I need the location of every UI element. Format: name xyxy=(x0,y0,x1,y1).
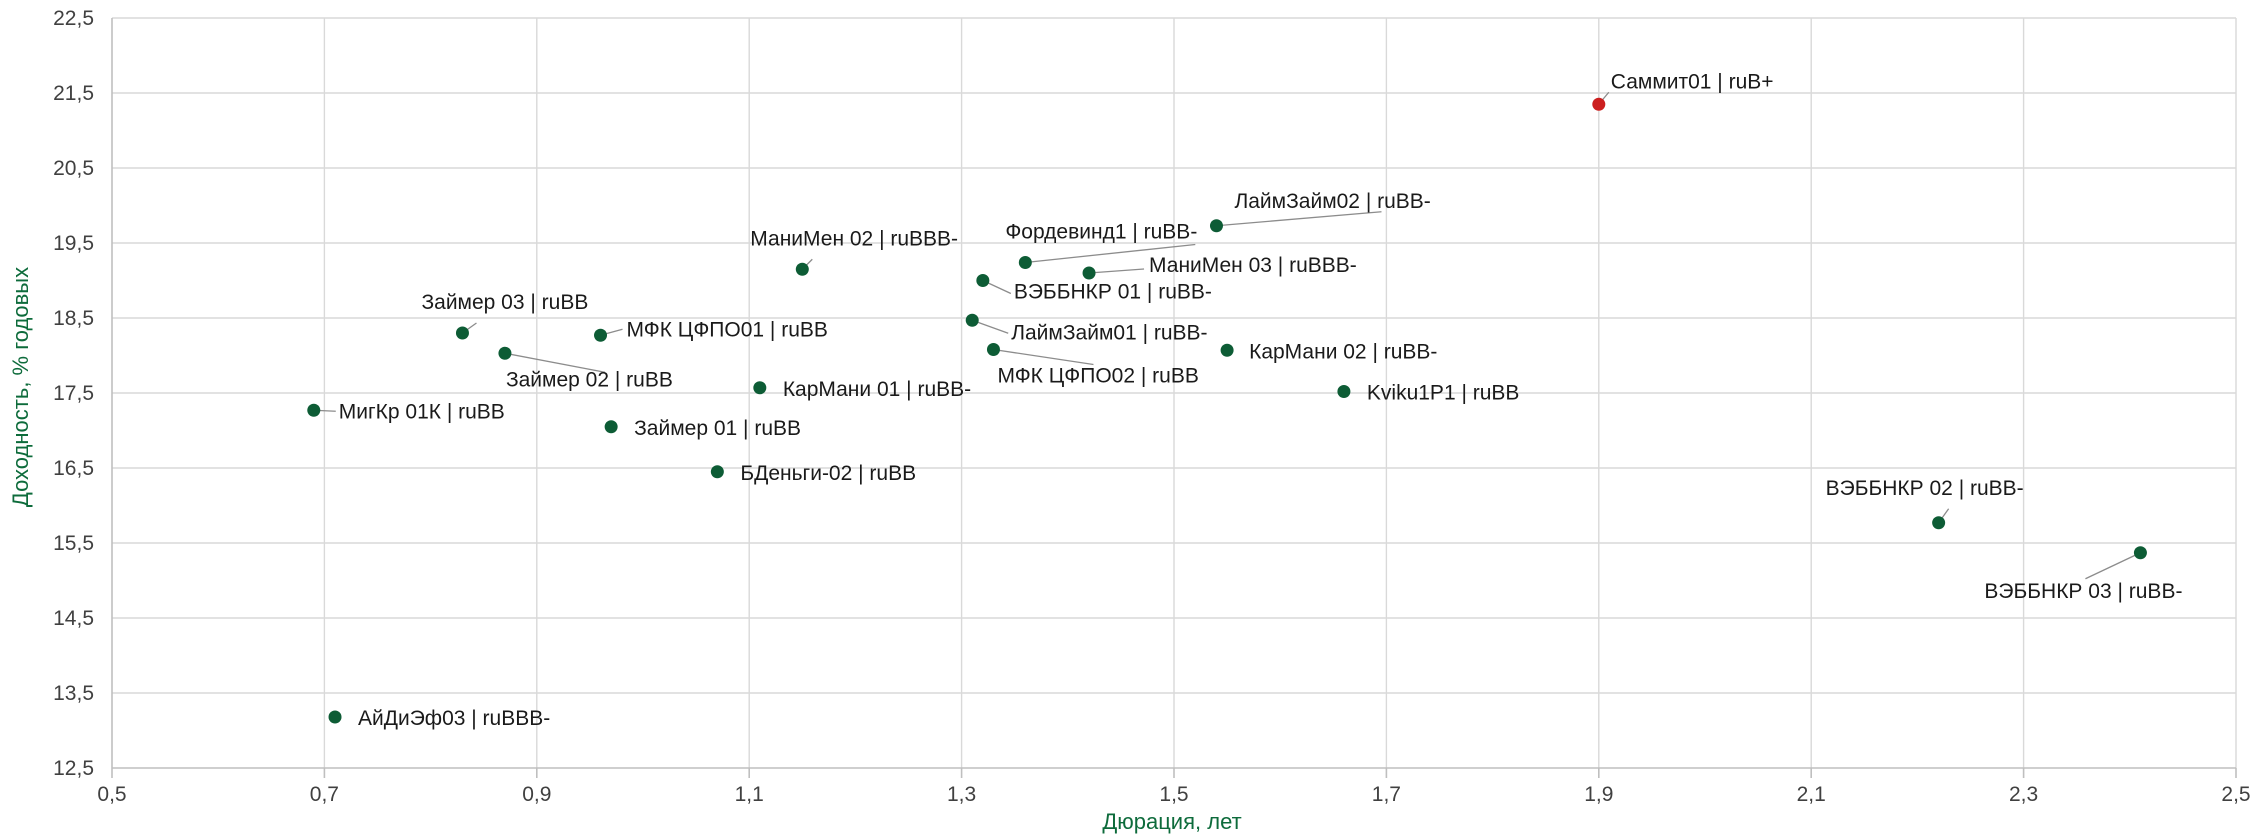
data-label: ВЭББНКР 03 | ruBB- xyxy=(1984,580,2182,603)
data-point xyxy=(710,465,724,479)
data-label: Фордевинд1 | ruBB- xyxy=(1005,221,1197,244)
data-label: Kviku1P1 | ruBB xyxy=(1367,382,1520,405)
data-label: МаниМен 03 | ruBBB- xyxy=(1149,254,1357,277)
data-label: МФК ЦФПО02 | ruBB xyxy=(997,365,1198,388)
data-point xyxy=(498,346,512,360)
data-point xyxy=(753,381,767,395)
x-tick-label: 1,7 xyxy=(1372,783,1401,806)
data-point xyxy=(1082,266,1096,280)
y-tick-label: 18,5 xyxy=(53,307,94,330)
leader-line xyxy=(1216,211,1382,227)
data-label: ВЭББНКР 02 | ruBB- xyxy=(1826,477,2024,500)
data-point xyxy=(976,274,990,287)
x-tick-label: 1,5 xyxy=(1159,783,1188,806)
x-tick-label: 0,9 xyxy=(522,783,551,806)
x-tick-label: 1,1 xyxy=(735,783,764,806)
data-labels: Саммит01 | ruB+ ЛаймЗайм02 | ruBB- Фордеви… xyxy=(339,70,2183,730)
y-tick-label: 17,5 xyxy=(53,382,94,405)
y-tick-label: 13,5 xyxy=(53,682,94,705)
x-tick-label: 0,5 xyxy=(97,783,126,806)
x-tick-label: 1,9 xyxy=(1584,783,1613,806)
data-point xyxy=(328,710,342,724)
data-point-highlight xyxy=(1592,97,1606,111)
y-tick-label: 15,5 xyxy=(53,532,94,555)
data-label: БДеньги-02 | ruBB xyxy=(740,462,916,485)
data-label: ВЭББНКР 01 | ruBB- xyxy=(1014,281,1212,304)
data-point xyxy=(1220,343,1234,357)
leader-line xyxy=(993,348,1094,366)
leader-lines xyxy=(313,91,2141,580)
data-label: АйДиЭф03 | ruBBB- xyxy=(358,707,550,730)
data-label: Займер 02 | ruBB xyxy=(506,368,673,391)
y-axis-title: Доходность, % годовых xyxy=(8,267,33,507)
data-point xyxy=(604,420,618,434)
data-point xyxy=(986,343,1000,356)
data-point xyxy=(1018,256,1032,269)
y-tick-label: 12,5 xyxy=(53,757,94,780)
data-label: КарМани 02 | ruBB- xyxy=(1249,340,1437,363)
y-tick-label: 22,5 xyxy=(53,7,94,30)
data-label: Саммит01 | ruB+ xyxy=(1611,70,1774,93)
x-tick-label: 1,3 xyxy=(947,783,976,806)
grid xyxy=(112,17,2237,768)
data-label: МФК ЦФПО01 | ruBB xyxy=(627,318,828,341)
data-label: МаниМен 02 | ruBBB- xyxy=(750,227,958,250)
data-point xyxy=(307,403,321,417)
y-tick-label: 14,5 xyxy=(53,607,94,630)
x-tick-label: 2,1 xyxy=(1797,783,1826,806)
x-tick-label: 2,3 xyxy=(2009,783,2038,806)
axes xyxy=(111,18,2237,778)
data-label: КарМани 01 | ruBB- xyxy=(783,378,971,401)
y-axis-ticks: 22,5 21,5 20,5 19,5 18,5 17,5 16,5 15,5 14,5 13,5… xyxy=(53,7,94,780)
y-tick-label: 19,5 xyxy=(53,232,94,255)
y-tick-label: 20,5 xyxy=(53,157,94,180)
data-point xyxy=(1209,219,1223,233)
leader-line xyxy=(504,352,606,373)
data-point xyxy=(2133,546,2147,560)
data-label: МигКр 01К | ruBB xyxy=(339,400,505,423)
data-label: ЛаймЗайм02 | ruBB- xyxy=(1234,190,1430,213)
data-points xyxy=(307,97,2147,724)
data-label: Займер 01 | ruBB xyxy=(634,417,801,440)
data-label: Займер 03 | ruBB xyxy=(421,291,588,314)
data-point xyxy=(965,313,979,327)
x-tick-label: 0,7 xyxy=(310,783,339,806)
leader-line xyxy=(2085,552,2141,580)
leader-line xyxy=(1088,268,1145,274)
x-axis-title: Дюрация, лет xyxy=(1102,809,1241,834)
data-point xyxy=(1932,516,1946,530)
data-point xyxy=(795,262,809,276)
y-tick-label: 21,5 xyxy=(53,82,94,105)
data-point xyxy=(594,328,608,342)
data-point xyxy=(1337,385,1351,398)
x-axis-ticks: 0,5 0,7 0,9 1,1 1,3 1,5 1,7 1,9 2,1 2,3 2,5 xyxy=(97,783,2250,806)
leader-line xyxy=(1025,243,1196,264)
y-tick-label: 16,5 xyxy=(53,457,94,480)
x-tick-label: 2,5 xyxy=(2221,783,2250,806)
data-point xyxy=(455,326,469,340)
data-label: ЛаймЗайм01 | ruBB- xyxy=(1011,321,1207,344)
